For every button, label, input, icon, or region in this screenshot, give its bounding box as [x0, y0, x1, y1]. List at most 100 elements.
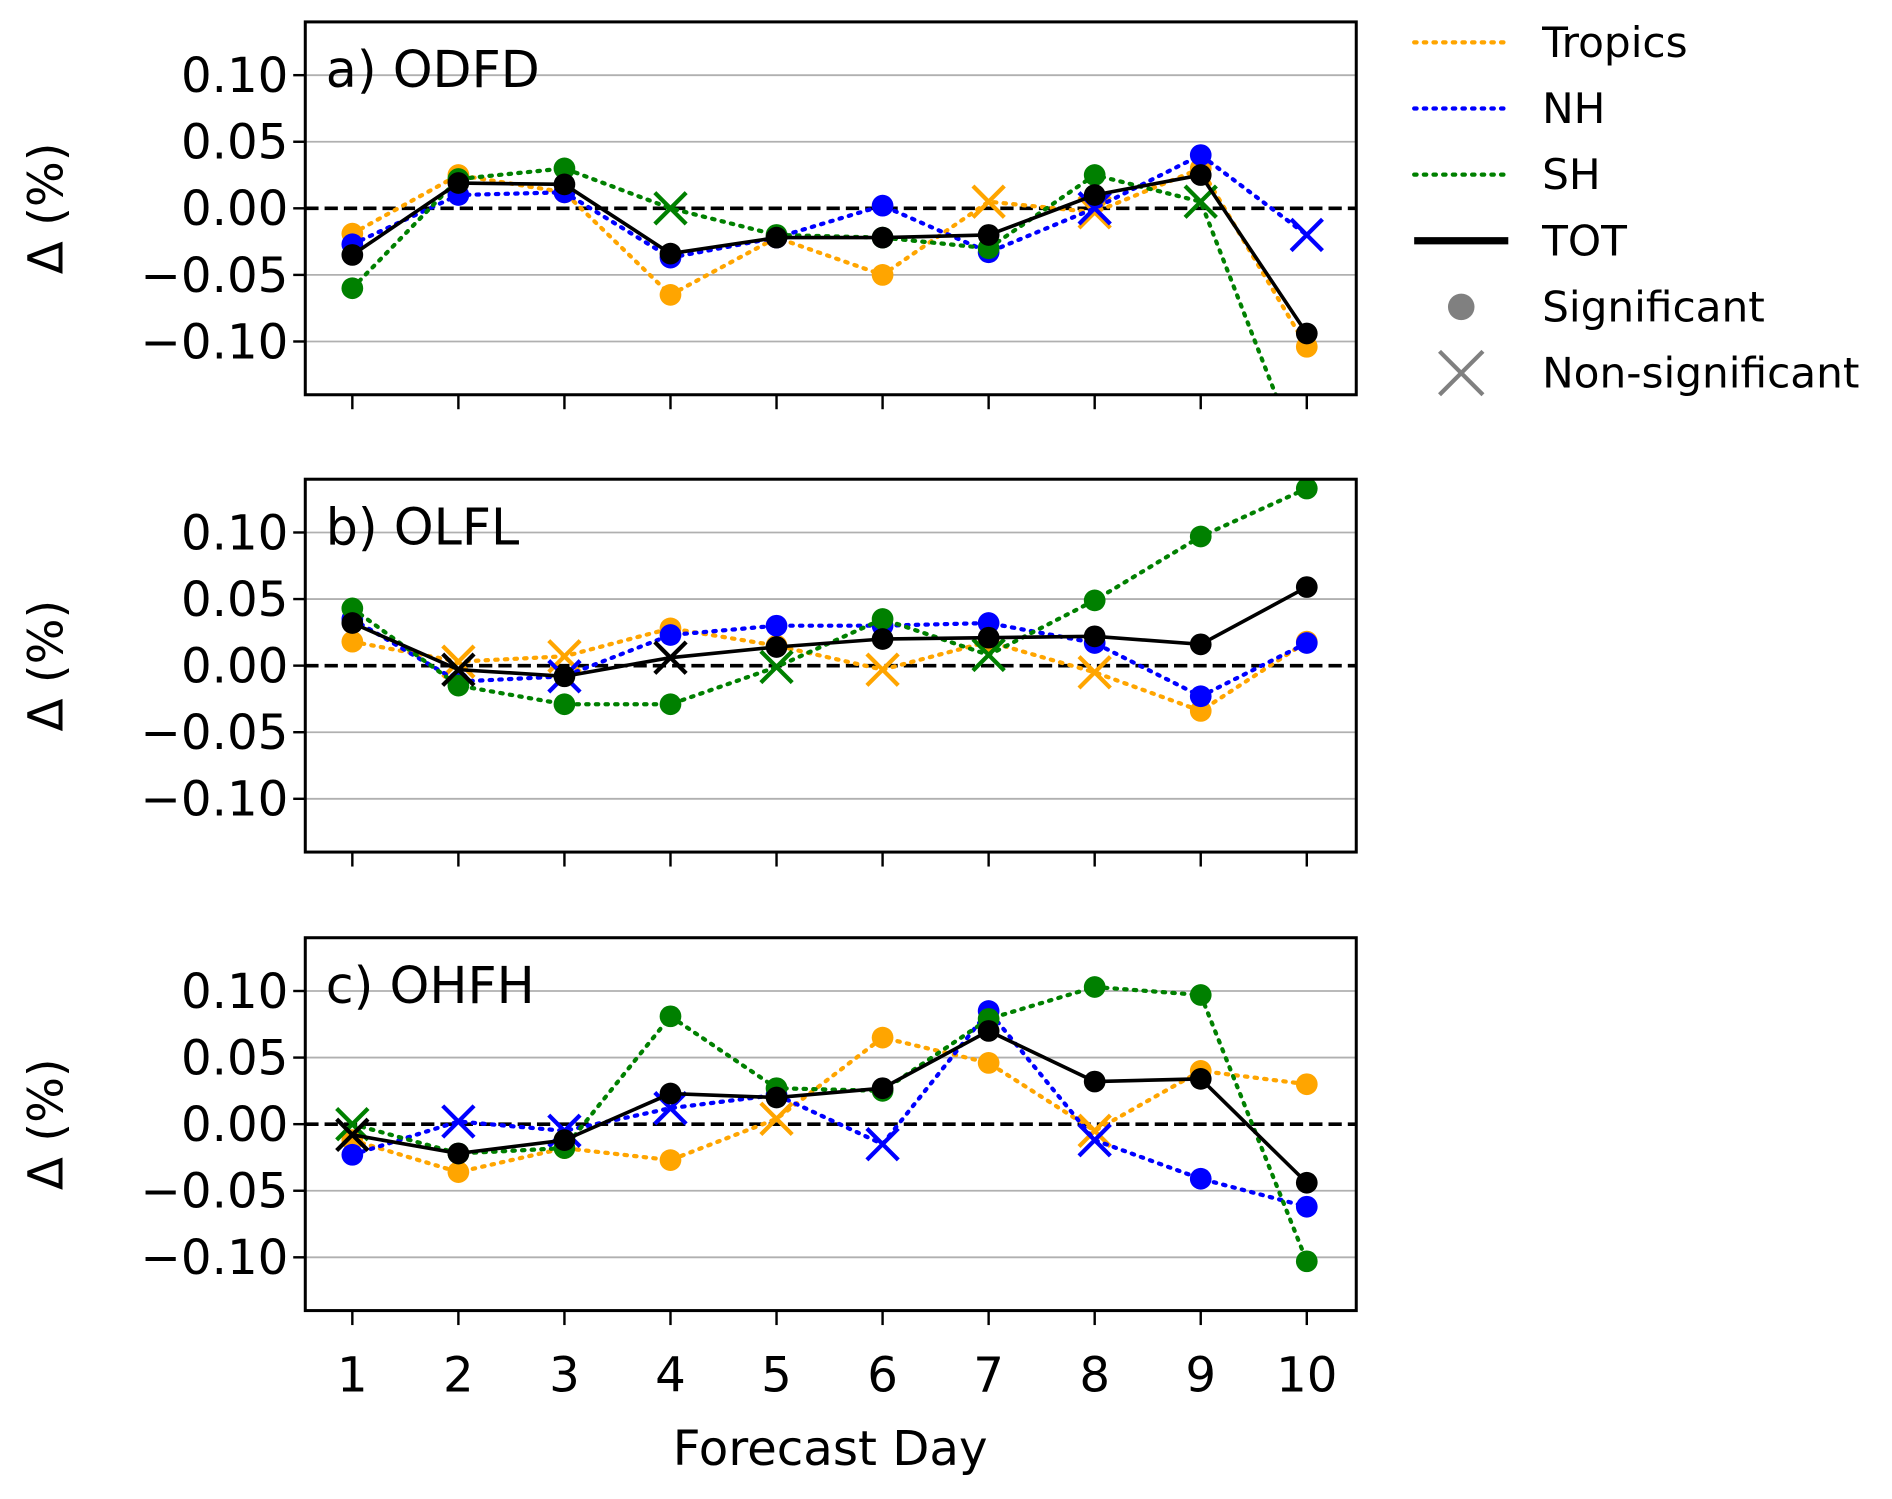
x-tick-label: 7	[973, 1347, 1004, 1403]
panel-title: c) OHFH	[326, 956, 535, 1015]
point-significant-tropics	[341, 630, 364, 653]
legend-significant-circle-icon	[1447, 293, 1475, 321]
point-nonsignificant-nh	[865, 1126, 900, 1162]
point-nonsignificant-tropics	[865, 652, 900, 687]
point-significant-tropics	[659, 284, 682, 306]
y-tick-label: 0.00	[181, 1097, 288, 1153]
y-tick-label: −0.05	[141, 705, 289, 761]
legend-sh-label: SH	[1542, 150, 1601, 199]
series-line-tot	[351, 585, 1308, 679]
point-significant-tot	[341, 244, 364, 266]
series-line-sh	[350, 984, 1309, 1264]
axes-frame	[303, 20, 1358, 397]
x-tick-label: 4	[655, 1347, 686, 1403]
series-line-tropics	[350, 626, 1309, 714]
point-significant-tot	[977, 626, 1000, 649]
panels: 0.100.050.00−0.05−0.10Δ (%)a) ODFD0.100.…	[19, 20, 1358, 1326]
y-tick-label: −0.10	[141, 1230, 289, 1286]
series-line-tot	[352, 1028, 1309, 1185]
point-significant-tot	[1189, 1068, 1212, 1090]
panel-0: 0.10 0.05 0.00 −0.05 −0.10 Δ (%) a) ODFD	[19, 20, 1358, 410]
point-significant-tot	[659, 1082, 682, 1105]
y-tick-label: 0.05	[181, 572, 288, 628]
y-tick-label: −0.05	[141, 1164, 289, 1220]
point-significant-sh	[1189, 984, 1212, 1006]
point-significant-sh	[341, 277, 364, 300]
panel-1: 0.10 0.05 0.00 −0.05 −0.10 Δ (%) b) OLFL	[19, 477, 1358, 867]
point-nonsignificant-tropics	[1077, 655, 1112, 690]
point-nonsignificant-sh	[759, 649, 794, 685]
point-significant-tot	[871, 628, 894, 650]
point-nonsignificant-nh	[1289, 217, 1324, 253]
point-significant-tot	[765, 226, 788, 249]
y-axis-label: Δ (%)	[19, 1058, 75, 1190]
point-significant-sh	[1083, 589, 1106, 612]
y-tick-label: −0.10	[141, 772, 289, 828]
legend-significant-label: Significant	[1542, 282, 1765, 331]
axes-frame	[303, 936, 1358, 1313]
y-tick-label: 0.10	[181, 48, 288, 104]
panel-title: b) OLFL	[326, 497, 519, 556]
point-significant-sh	[659, 1005, 682, 1028]
point-significant-nh	[659, 624, 682, 646]
point-significant-sh	[1295, 479, 1318, 500]
x-tick-label: 8	[1079, 1347, 1110, 1403]
point-nonsignificant-sh	[653, 191, 688, 226]
x-tick-label: 6	[867, 1347, 898, 1403]
panel-title: a) ODFD	[326, 40, 540, 99]
point-significant-sh	[659, 693, 682, 716]
point-significant-sh	[1295, 1250, 1318, 1273]
point-significant-tot	[341, 612, 364, 634]
point-significant-sh	[553, 157, 576, 180]
y-tick-label: 0.00	[181, 639, 288, 695]
y-axis-label: Δ (%)	[19, 600, 75, 732]
point-significant-tropics	[871, 1026, 894, 1049]
point-significant-tot	[765, 1086, 788, 1109]
x-axis-label: Forecast Day	[673, 1421, 988, 1477]
point-significant-tot	[871, 226, 894, 249]
point-significant-tropics	[1295, 1073, 1318, 1096]
legend-tot-label: TOT	[1541, 216, 1627, 265]
point-nonsignificant-tot	[441, 652, 476, 687]
point-significant-tot	[1083, 625, 1106, 648]
point-significant-sh	[871, 608, 894, 630]
point-nonsignificant-nh	[1077, 1122, 1112, 1158]
x-tick-label: 2	[443, 1347, 474, 1403]
point-significant-nh	[1189, 685, 1212, 708]
point-significant-sh	[1083, 976, 1106, 998]
point-significant-tot	[1189, 164, 1212, 186]
point-significant-nh	[1189, 144, 1212, 166]
point-significant-tot	[659, 242, 682, 265]
point-significant-tropics	[659, 1149, 682, 1171]
series-line-tropics	[350, 1035, 1309, 1175]
point-nonsignificant-sh	[971, 637, 1006, 673]
point-nonsignificant-tot	[653, 640, 688, 675]
series-line-nh	[350, 152, 1309, 260]
point-nonsignificant-sh	[335, 1106, 370, 1142]
point-significant-tropics	[977, 1052, 1000, 1074]
point-significant-tot	[553, 665, 576, 688]
x-tick-label: 1	[337, 1347, 368, 1403]
point-significant-tot	[977, 224, 1000, 246]
point-nonsignificant-tropics	[1077, 1113, 1112, 1148]
point-significant-tot	[1189, 633, 1212, 656]
legend-tropics-label: Tropics	[1541, 18, 1688, 67]
y-axis-label: Δ (%)	[19, 142, 75, 274]
point-significant-tot	[1295, 322, 1318, 345]
point-significant-sh	[1083, 164, 1106, 186]
point-significant-nh	[765, 614, 788, 637]
axes-frame	[303, 477, 1358, 854]
y-tick-label: −0.05	[141, 248, 289, 304]
legend-non-significant-label: Non-significant	[1542, 349, 1859, 398]
x-tick-label: 5	[761, 1347, 792, 1403]
series-group	[341, 479, 1318, 722]
point-significant-nh	[341, 1143, 364, 1166]
x-tick-labels: 1 2 3 4 5 6 7 8 9 10	[337, 1347, 1338, 1403]
series-group	[335, 976, 1318, 1273]
point-significant-tot	[977, 1020, 1000, 1042]
x-tick-label: 3	[549, 1347, 580, 1403]
point-significant-tot	[1295, 1171, 1318, 1194]
point-significant-tot	[447, 1142, 470, 1165]
y-tick-label: 0.10	[181, 505, 288, 561]
point-significant-sh	[447, 674, 470, 697]
